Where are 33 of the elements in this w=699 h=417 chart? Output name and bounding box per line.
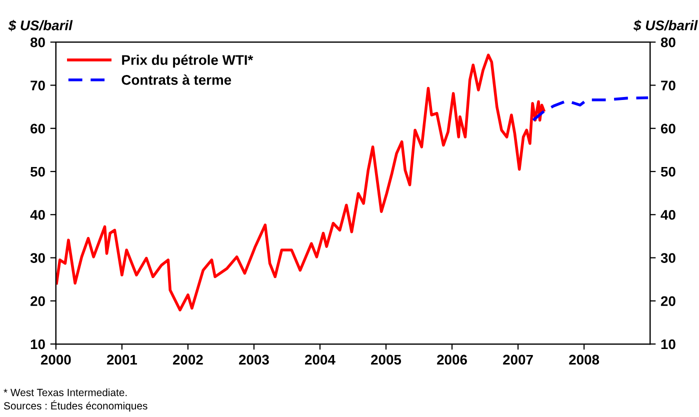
x-tick-label: 2006 — [437, 354, 467, 365]
y-tick-label: 80 — [30, 37, 45, 48]
line-series — [532, 96, 650, 122]
text: * West Texas Intermediate. — [4, 388, 127, 396]
y-axis-title: $ US/baril — [8, 20, 73, 32]
y2-tick-label: 60 — [660, 124, 676, 134]
x-tick-label: 2005 — [371, 354, 402, 365]
x-tick-label: 2004 — [305, 354, 336, 365]
source-note: Sources : Études économiques — [4, 400, 148, 412]
x-tick-label: 2007 — [503, 354, 533, 365]
y2-tick-label: 80 — [660, 37, 676, 48]
y2-tick-label: 40 — [660, 210, 676, 220]
x-tick-label: 2008 — [569, 354, 600, 365]
legend-label: Contrats à terme — [122, 74, 232, 85]
y2-tick-label: 20 — [660, 296, 676, 306]
y-tick-label: 30 — [30, 253, 45, 263]
y2-tick-label: 50 — [660, 166, 676, 177]
legend-label: Prix du pétrole WTI* — [122, 54, 254, 68]
y-tick-label: 20 — [30, 296, 45, 306]
y-tick-label: 50 — [30, 166, 45, 177]
y2-tick-label: 30 — [660, 253, 676, 263]
y-tick-label: 60 — [30, 124, 45, 134]
y-tick-label: 70 — [30, 80, 45, 90]
x-tick-label: 2001 — [106, 354, 137, 365]
y-tick-label: 10 — [30, 339, 45, 350]
y-tick-label: 40 — [30, 210, 45, 220]
x-tick-label: 2002 — [172, 354, 203, 365]
y2-tick-label: 70 — [661, 80, 676, 90]
x-tick-label: 2003 — [239, 354, 269, 365]
y2-axis-title: $ US/baril — [633, 20, 698, 32]
line-series — [56, 54, 546, 312]
x-tick-label: 2000 — [40, 354, 71, 365]
y2-tick-label: 10 — [661, 339, 676, 350]
